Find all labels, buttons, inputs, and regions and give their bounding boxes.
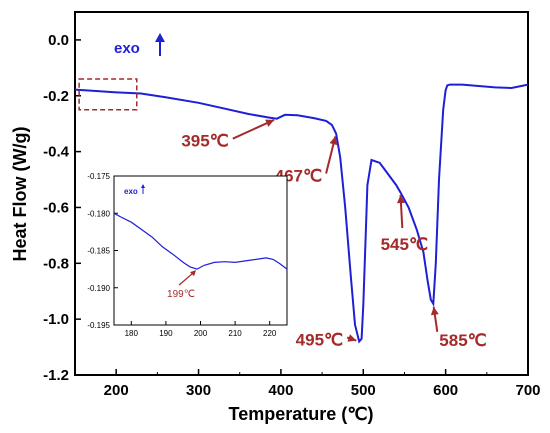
main-axis-ticks — [74, 39, 529, 376]
peak-label: 585℃ — [439, 331, 486, 350]
exo-label: exo — [114, 40, 140, 57]
x-tick-label: 200 — [104, 382, 129, 399]
exo-up-arrow-icon — [155, 33, 165, 56]
y-tick-label: -0.4 — [43, 144, 70, 161]
x-tick-label: 700 — [515, 382, 540, 399]
inset-x-tick-label: 210 — [228, 329, 242, 338]
inset-y-tick-label: -0.185 — [87, 247, 110, 256]
peak-label: 395℃ — [181, 132, 228, 151]
peak-arrow-head — [430, 306, 439, 316]
inset-heat-flow-line — [113, 212, 288, 270]
inset-axis-ticks — [114, 175, 271, 326]
inset-exo-label: exo — [124, 187, 138, 196]
inset-x-tick-label: 200 — [194, 329, 208, 338]
y-tick-label: -0.2 — [43, 88, 69, 105]
y-tick-label: -0.6 — [43, 199, 69, 216]
peak-label: 495℃ — [296, 330, 343, 349]
highlight-box — [78, 78, 138, 111]
inset-x-tick-label: 220 — [263, 329, 277, 338]
y-tick-label: -1.0 — [43, 311, 69, 328]
main-plot-frame — [74, 11, 529, 376]
peak-arrow-head — [265, 119, 275, 127]
inset-peak-label: 199℃ — [167, 289, 195, 300]
peak-label: 545℃ — [381, 235, 428, 254]
inset-y-tick-label: -0.175 — [87, 172, 110, 181]
y-axis-title: Heat Flow (W/g) — [10, 127, 30, 262]
inset-exo-up-arrow-icon — [141, 184, 145, 194]
inset-y-tick-label: -0.195 — [87, 321, 110, 330]
y-tick-label: 0.0 — [48, 32, 69, 49]
inset-y-tick-label: -0.180 — [87, 209, 110, 218]
x-tick-label: 300 — [186, 382, 211, 399]
x-tick-label: 600 — [433, 382, 458, 399]
x-tick-label: 400 — [268, 382, 293, 399]
x-tick-label: 500 — [351, 382, 376, 399]
inset-peak-arrow-head — [190, 270, 197, 277]
x-axis-title: Temperature (℃) — [229, 404, 374, 424]
inset-tick-labels: 180 190 200 210 220 -0.175 -0.180 -0.185 -0.190 -… — [87, 172, 277, 338]
inset-plot-frame — [113, 175, 288, 326]
inset-x-tick-label: 180 — [125, 329, 139, 338]
main-tick-labels: 200 300 400 500 600 700 0.0 -0.2 -0.4 -0.6 -0.8 -1.… — [43, 32, 540, 399]
inset-peak-annotations: 199℃ — [167, 270, 197, 300]
peak-arrow-head — [347, 334, 357, 342]
inset-peak-arrow — [178, 271, 195, 286]
peak-arrow-head — [396, 195, 405, 204]
y-tick-label: -1.2 — [43, 367, 69, 384]
inset-x-tick-label: 190 — [159, 329, 173, 338]
peak-arrow-head — [329, 136, 338, 146]
y-tick-label: -0.8 — [43, 255, 69, 272]
heat-flow-line — [74, 83, 529, 344]
inset-y-tick-label: -0.190 — [87, 284, 110, 293]
